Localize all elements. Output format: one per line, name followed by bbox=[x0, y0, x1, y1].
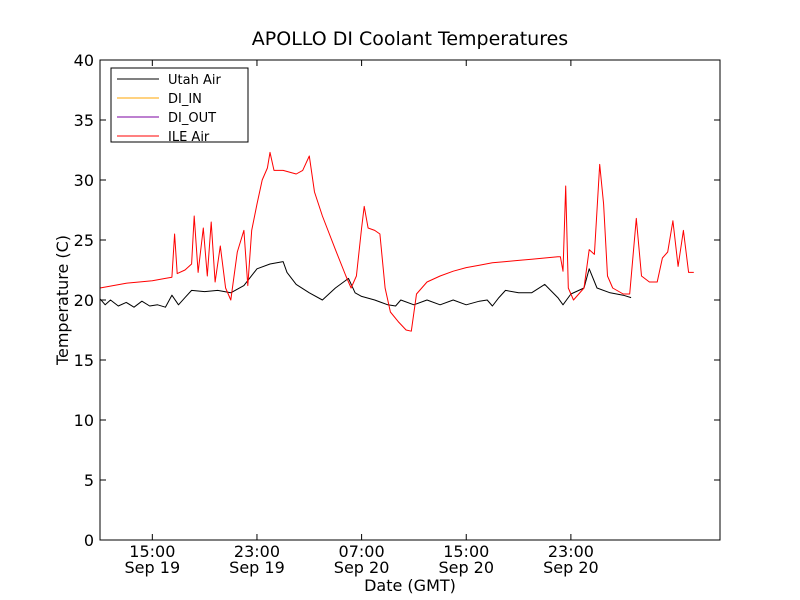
y-tick-label: 20 bbox=[74, 291, 94, 310]
x-tick-date-label: Sep 20 bbox=[334, 558, 390, 577]
legend-label-ile-air: ILE Air bbox=[168, 130, 210, 145]
y-tick-label: 30 bbox=[74, 171, 94, 190]
x-tick-date-label: Sep 20 bbox=[543, 558, 599, 577]
x-tick-time-label: 07:00 bbox=[339, 542, 385, 561]
legend-label-utah-air: Utah Air bbox=[168, 73, 221, 88]
x-tick-time-label: 23:00 bbox=[548, 542, 594, 561]
y-tick-label: 10 bbox=[74, 411, 94, 430]
series-layer bbox=[99, 151, 694, 332]
legend-label-di-in: DI_IN bbox=[168, 92, 202, 107]
x-axis-title: Date (GMT) bbox=[364, 576, 456, 595]
y-tick-label: 25 bbox=[74, 231, 94, 250]
chart-title: APOLLO DI Coolant Temperatures bbox=[252, 28, 568, 50]
x-tick-time-label: 15:00 bbox=[129, 542, 175, 561]
x-tick-date-label: Sep 20 bbox=[438, 558, 494, 577]
x-tick-date-label: Sep 19 bbox=[125, 558, 181, 577]
x-tick-time-label: 23:00 bbox=[234, 542, 280, 561]
y-tick-label: 5 bbox=[84, 471, 94, 490]
y-tick-label: 15 bbox=[74, 351, 94, 370]
legend-label-di-out: DI_OUT bbox=[168, 111, 216, 126]
x-tick-time-label: 15:00 bbox=[443, 542, 489, 561]
legend: Utah Air DI_IN DI_OUT ILE Air bbox=[110, 67, 249, 145]
x-tick-date-label: Sep 19 bbox=[229, 558, 285, 577]
y-tick-label: 0 bbox=[84, 531, 94, 550]
y-axis-title: Temperature (C) bbox=[53, 235, 72, 366]
legend-box bbox=[110, 67, 249, 143]
series-line-utah-air bbox=[99, 261, 632, 308]
y-tick-label: 40 bbox=[74, 51, 94, 70]
y-tick-label: 35 bbox=[74, 111, 94, 130]
series-line-ile-air bbox=[99, 151, 694, 332]
